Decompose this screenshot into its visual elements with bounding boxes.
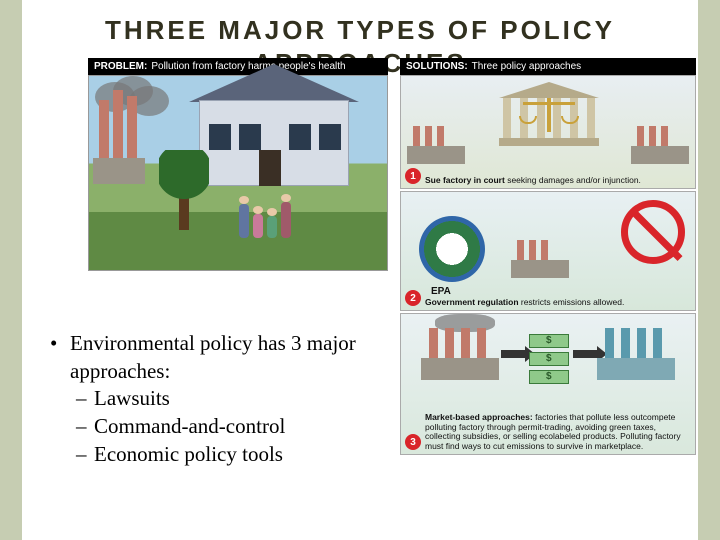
clean-factory-icon (597, 320, 675, 380)
caption-text: seeking damages and/or injunction. (505, 175, 641, 185)
scales-icon (523, 98, 575, 144)
polluting-factory-icon (421, 320, 499, 380)
panel-number-badge: 3 (405, 434, 421, 450)
solutions-label: SOLUTIONS: Three policy approaches (400, 58, 696, 75)
arrow-icon (573, 350, 599, 358)
arrow-icon (501, 350, 527, 358)
factory-icon (407, 124, 465, 164)
panel-caption: Sue factory in court seeking damages and… (425, 176, 691, 186)
solutions-block: SOLUTIONS: Three policy approaches (400, 58, 696, 457)
factory-icon (93, 158, 145, 184)
smokestack-icon (127, 96, 137, 160)
window-icon (319, 124, 341, 150)
factory-icon (511, 238, 569, 278)
smokestack-icon (113, 90, 123, 160)
epa-seal-icon (419, 216, 485, 282)
slide: THREE MAJOR TYPES OF POLICY APPROACHES P… (22, 0, 698, 540)
bullet-main: Environmental policy has 3 major approac… (50, 330, 370, 385)
bullet-sub: Economic policy tools (50, 441, 370, 469)
problem-illustration (88, 75, 388, 271)
problem-label-bold: PROBLEM: (94, 61, 147, 72)
panel-number-badge: 2 (405, 290, 421, 306)
window-icon (289, 124, 311, 150)
tree-icon (159, 150, 209, 210)
bullet-sub: Command-and-control (50, 413, 370, 441)
bullet-list: Environmental policy has 3 major approac… (50, 330, 370, 469)
solutions-label-bold: SOLUTIONS: (406, 61, 468, 72)
person-icon (267, 216, 277, 238)
problem-block: PROBLEM: Pollution from factory harms pe… (88, 58, 388, 271)
solution-panel-regulation: EPA 2 Government regulation restricts em… (400, 191, 696, 311)
smokestack-icon (99, 100, 109, 160)
factory-icon (631, 124, 689, 164)
caption-bold: Sue factory in court (425, 175, 505, 185)
solutions-label-text: Three policy approaches (472, 61, 582, 72)
person-icon (239, 204, 249, 238)
panel-caption: Government regulation restricts emission… (425, 298, 691, 308)
bullet-sub: Lawsuits (50, 385, 370, 413)
house-roof-icon (189, 64, 359, 102)
caption-bold: Government regulation (425, 297, 519, 307)
prohibited-icon (621, 200, 685, 264)
caption-bold: Market-based approaches: (425, 412, 533, 422)
panel-caption: Market-based approaches: factories that … (425, 413, 691, 452)
person-icon (253, 214, 263, 238)
money-icon (529, 334, 569, 384)
solution-panel-market: 3 Market-based approaches: factories tha… (400, 313, 696, 455)
solution-panel-lawsuit: 1 Sue factory in court seeking damages a… (400, 75, 696, 189)
caption-text: restricts emissions allowed. (519, 297, 625, 307)
title-line-1: THREE MAJOR TYPES OF POLICY (105, 15, 615, 45)
door-icon (259, 150, 281, 186)
person-icon (281, 202, 291, 238)
window-icon (239, 124, 261, 150)
panel-number-badge: 1 (405, 168, 421, 184)
epa-label: EPA (431, 286, 451, 297)
window-icon (209, 124, 231, 150)
